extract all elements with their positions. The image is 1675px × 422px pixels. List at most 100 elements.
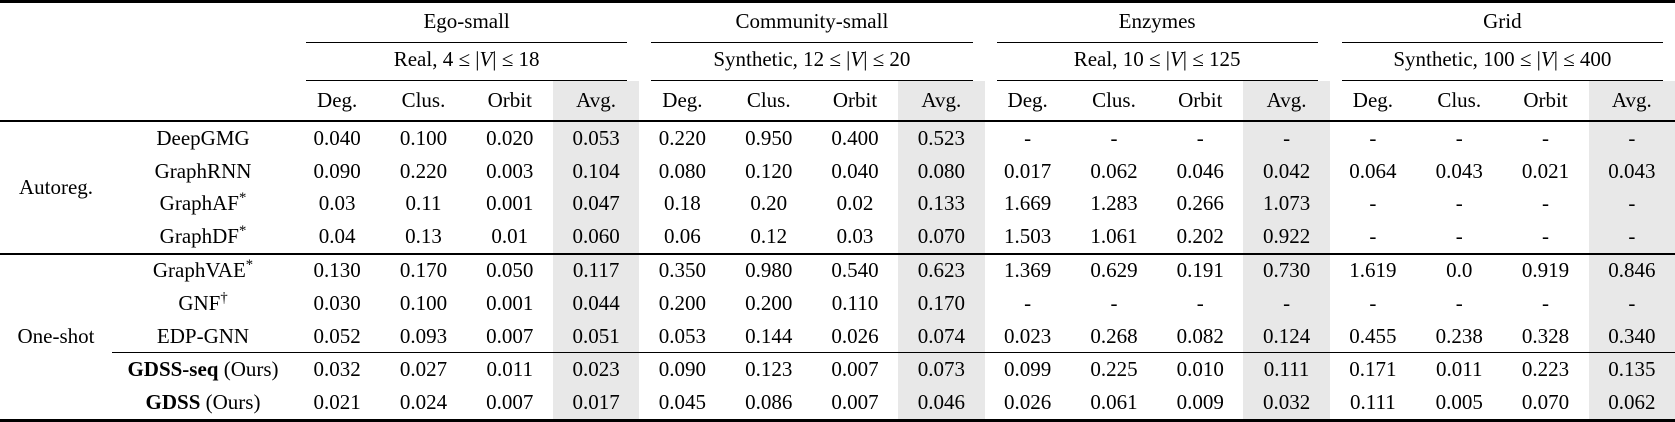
- model-name: GraphDF*: [112, 220, 294, 254]
- metric-value-cell: 0.010: [1157, 352, 1244, 386]
- metric-value-cell: 0.007: [811, 352, 899, 386]
- model-name-text: GraphDF: [159, 223, 239, 248]
- table-row: GNF† 0.030 0.100 0.001 0.044 0.200 0.200 0.110 0…: [0, 287, 1675, 320]
- metric-value-cell: -: [1588, 219, 1675, 254]
- metric-value-cell: 0.050: [466, 252, 553, 288]
- metric-value-cell: 0.170: [380, 252, 467, 288]
- metric-header: Avg.: [1243, 81, 1330, 122]
- metric-value-cell: 0.220: [399, 158, 448, 183]
- metric-value-cell: -: [1110, 125, 1118, 150]
- metric-value-cell: 0.980: [725, 252, 812, 288]
- group-title-text: Enzymes: [996, 3, 1318, 43]
- metric-value-cell: 0.040: [313, 125, 361, 150]
- metric-value-cell: 0.051: [552, 319, 640, 353]
- metric-value-cell: 0.225: [1070, 352, 1158, 386]
- table-row: GraphAF* 0.03 0.11 0.001 0.047 0.18 0.20 0.02 0.…: [0, 187, 1675, 220]
- metric-value-cell: 0.133: [898, 187, 985, 220]
- metric-value-cell: 0.045: [658, 390, 707, 414]
- metric-value-cell: 0.340: [1588, 319, 1675, 353]
- metric-value-cell: 0.100: [399, 125, 448, 150]
- metric-value-cell: 0.007: [831, 390, 879, 414]
- model-name: EDP-GNN: [112, 320, 294, 353]
- metric-value-cell: 0.02: [836, 190, 874, 215]
- table-row: GDSS (Ours) 0.021 0.024 0.007 0.017 0.045 0.08…: [0, 386, 1675, 421]
- metric-value-cell: 0.922: [1243, 219, 1330, 254]
- table-row: Autoreg. DeepGMG 0.040 0.100 0.020 0.053 0.220…: [0, 121, 1675, 199]
- subtitle-text: | ≤ 18: [492, 47, 540, 71]
- metric-header: Clus.: [1070, 81, 1158, 122]
- model-name: GDSS-seq (Ours): [112, 352, 294, 386]
- metric-header: Orbit: [466, 81, 553, 122]
- group-title-grid: Grid: [1330, 2, 1675, 43]
- metric-value-cell: 0.328: [1521, 323, 1570, 348]
- metric-value-cell: 0.021: [313, 390, 361, 414]
- group-subtitle-ego-small: Real, 4 ≤ |V| ≤ 18: [294, 43, 639, 81]
- metric-value-cell: 0.060: [552, 219, 640, 254]
- metric-value-cell: 0.007: [486, 323, 534, 348]
- metric-value-cell: 0.12: [750, 223, 788, 248]
- metric-value-cell: 0.124: [1243, 319, 1330, 353]
- metric-value-cell: 0.061: [1090, 390, 1138, 414]
- metric-value-cell: 0.135: [1588, 352, 1675, 386]
- table-row: GraphRNN 0.090 0.220 0.003 0.104 0.080 0.120 0.…: [0, 154, 1675, 188]
- metric-value-cell: 0.268: [1090, 323, 1138, 348]
- section-label: One-shot: [0, 252, 112, 421]
- metric-value-cell: 0.170: [898, 287, 985, 320]
- subtitle-math-var: V: [1169, 47, 1183, 71]
- metric-value-cell: 0.0: [1416, 252, 1503, 288]
- group-title-text: Grid: [1341, 3, 1663, 43]
- group-title-enzymes: Enzymes: [985, 2, 1330, 43]
- metric-value-cell: -: [1024, 125, 1032, 150]
- model-superscript: *: [238, 189, 247, 206]
- metric-value-cell: 0.093: [399, 323, 448, 348]
- metric-value-cell: 0.023: [552, 352, 640, 386]
- metric-value-cell: 0.073: [898, 352, 985, 386]
- metric-value-cell: 0.117: [552, 252, 640, 288]
- metric-value-cell: 0.062: [1090, 158, 1138, 183]
- metric-value-cell: -: [1196, 291, 1204, 316]
- metric-value-cell: 0.005: [1435, 390, 1483, 414]
- metric-value-cell: 0.011: [466, 352, 553, 386]
- metric-value-cell: 0.040: [831, 158, 879, 183]
- model-name-text: GDSS-seq: [127, 357, 219, 382]
- metric-header: Clus.: [380, 81, 467, 122]
- subtitle-text: | ≤ 400: [1553, 47, 1612, 71]
- metric-header-row: Deg. Clus. Orbit Avg. Deg. Clus. Orbit Avg. Deg.…: [0, 81, 1675, 122]
- metric-value-cell: 0.024: [399, 390, 448, 414]
- group-title-community-small: Community-small: [639, 2, 984, 43]
- model-name-text: EDP-GNN: [156, 323, 250, 348]
- metric-header: Clus.: [1416, 81, 1503, 122]
- table-row: One-shot GraphVAE* 0.130 0.170 0.050 0.117 0.3…: [0, 252, 1675, 421]
- subtitle-text: | ≤ 125: [1182, 47, 1241, 71]
- corner-blank: [0, 2, 294, 44]
- metric-value-cell: 0.18: [664, 190, 701, 215]
- metric-value-cell: 0.017: [552, 386, 640, 421]
- metric-value-cell: 0.03: [836, 223, 874, 248]
- metric-value-cell: 0.20: [750, 190, 788, 215]
- metric-value-cell: 1.619: [1329, 252, 1417, 288]
- metric-value-cell: 0.086: [745, 390, 793, 414]
- metric-value-cell: -: [1588, 287, 1675, 320]
- metric-value-cell: -: [1455, 223, 1463, 248]
- metric-value-cell: 0.846: [1588, 252, 1675, 288]
- metric-value-cell: 0.04: [318, 223, 356, 248]
- subtitle-text: Synthetic, 12 ≤ |: [713, 47, 851, 71]
- metric-value-cell: -: [1369, 291, 1377, 316]
- metric-header: Deg.: [294, 81, 381, 122]
- metric-value-cell: 0.110: [831, 291, 879, 316]
- metric-value-cell: 0.919: [1502, 252, 1589, 288]
- metric-value-cell: -: [1455, 291, 1463, 316]
- metric-value-cell: 0.001: [486, 190, 534, 215]
- metric-value-cell: 0.200: [658, 291, 707, 316]
- metric-value-cell: 1.283: [1090, 190, 1138, 215]
- model-name: GNF†: [112, 287, 294, 319]
- model-name: GraphAF*: [112, 187, 294, 219]
- metric-value-cell: -: [1369, 125, 1377, 150]
- metric-value-cell: 0.03: [318, 190, 356, 215]
- metric-value-cell: 0.003: [486, 158, 534, 183]
- metric-value-cell: 0.001: [486, 291, 534, 316]
- metric-header: Avg.: [1588, 81, 1675, 122]
- model-suffix: (Ours): [200, 390, 261, 414]
- metric-value-cell: 0.046: [898, 386, 985, 421]
- metric-value-cell: 0.032: [1243, 386, 1330, 421]
